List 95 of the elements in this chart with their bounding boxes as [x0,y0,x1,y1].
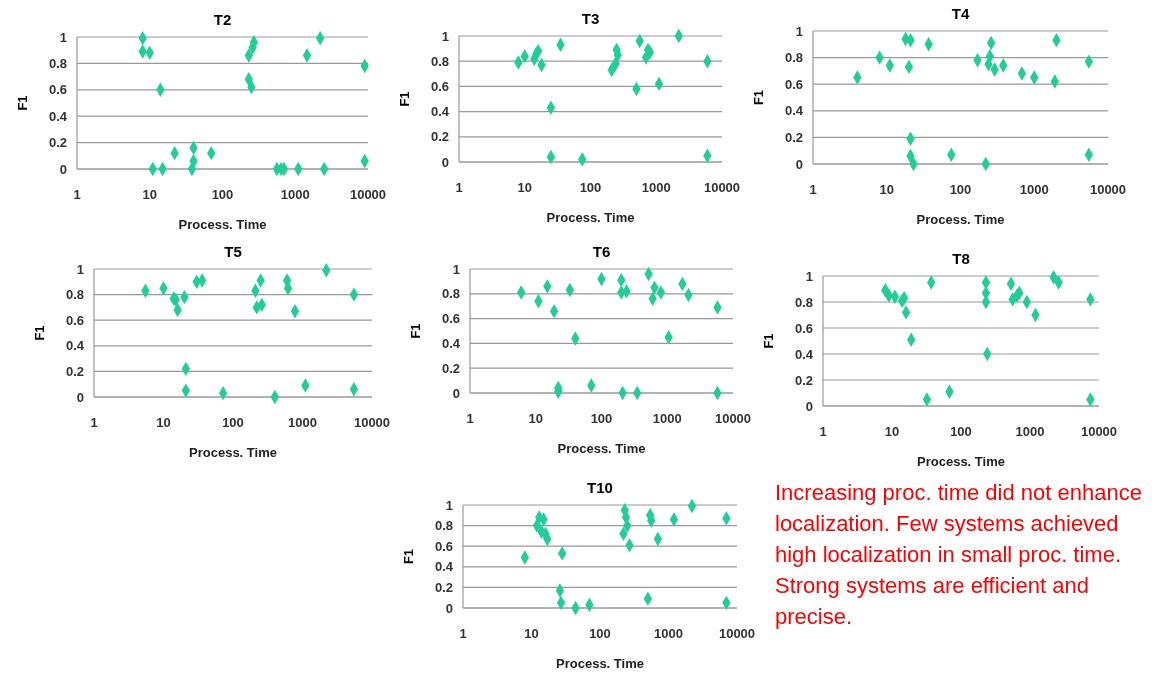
y-tick-label: 1 [795,23,803,39]
y-axis-title: F1 [401,548,416,565]
y-tick-label: 0.2 [48,135,67,151]
x-tick-label: 10000 [1080,424,1118,439]
y-tick-label: 0.6 [441,311,460,327]
y-tick-label: 1 [59,29,67,45]
y-tick-label: 0.4 [65,338,85,354]
y-axis-title: F1 [397,91,412,107]
chart-title: T4 [951,5,970,22]
chart-title: T6 [592,243,611,260]
x-tick-label: 100 [222,415,244,430]
y-tick-label: 1 [445,497,453,513]
y-tick-label: 0 [441,154,449,170]
y-tick-label: 0 [795,156,803,172]
x-tick-label: 10 [879,182,894,197]
x-tick-label: 1 [819,424,827,439]
x-tick-label: 10 [528,411,543,426]
y-tick-label: 0 [805,398,813,414]
x-axis-title: Process. Time [557,441,646,456]
x-tick-label: 10000 [703,180,741,195]
x-tick-label: 100 [950,424,972,439]
x-tick-label: 1000 [1019,182,1049,197]
y-tick-label: 0.2 [784,129,803,145]
x-axis-title: Process. Time [546,210,635,225]
y-tick-label: 0.8 [430,53,449,69]
x-tick-label: 1000 [652,411,682,426]
y-tick-label: 0.6 [48,82,67,98]
x-tick-label: 10 [884,424,900,439]
y-tick-label: 0.2 [441,360,460,376]
x-tick-label: 10 [524,626,539,641]
x-tick-label: 1 [466,411,474,426]
y-tick-label: 0.4 [784,103,804,119]
y-tick-label: 0.4 [441,335,461,351]
y-tick-label: 0.6 [794,320,813,336]
x-tick-label: 10000 [718,626,756,641]
x-tick-label: 100 [949,182,972,197]
y-tick-label: 0.8 [794,294,813,310]
x-axis-title: Process. Time [556,656,644,671]
y-tick-label: 1 [441,28,449,44]
y-tick-label: 0.6 [784,76,803,92]
y-tick-label: 0.4 [430,104,450,120]
y-tick-label: 0.2 [434,579,453,595]
chart-title: T10 [587,479,613,496]
x-axis-title: Process. Time [917,454,1005,469]
x-tick-label: 1 [90,415,98,430]
y-tick-label: 0.8 [434,518,453,534]
x-axis-title: Process. Time [178,217,267,232]
x-tick-label: 10 [517,180,532,195]
x-tick-label: 100 [590,411,613,426]
x-tick-label: 100 [589,626,611,641]
x-tick-label: 1000 [654,626,683,641]
chart-title: T2 [213,11,232,28]
x-tick-label: 10000 [714,411,752,426]
x-tick-label: 1000 [288,415,317,430]
y-tick-label: 0 [59,161,67,177]
y-tick-label: 0.4 [48,108,68,124]
x-tick-label: 100 [579,180,602,195]
y-tick-label: 0.8 [48,55,67,71]
y-tick-label: 1 [805,268,813,284]
x-axis-title: Process. Time [916,212,1005,227]
y-axis-title: F1 [761,333,776,349]
chart-title: T5 [224,243,242,260]
y-tick-label: 0 [452,385,460,401]
y-axis-title: F1 [751,89,766,106]
x-tick-label: 10000 [353,415,391,430]
x-tick-label: 10000 [1089,182,1127,197]
y-tick-label: 0.6 [434,538,453,554]
y-tick-label: 0.4 [794,346,814,362]
x-tick-label: 1000 [641,180,671,195]
y-axis-title: F1 [408,323,423,339]
y-tick-label: 0.6 [430,78,449,94]
y-tick-label: 0.4 [434,559,454,575]
x-tick-label: 1000 [1015,424,1045,439]
text: Increasing proc. time did not enhance localization. Few systems achieved high localization in small proc. time. Strong systems are efficient and precise. [775,480,1142,629]
y-axis-title: F1 [15,95,30,111]
x-tick-label: 100 [211,187,234,202]
y-tick-label: 1 [76,261,84,277]
x-tick-label: 10000 [349,187,387,202]
y-tick-label: 0.2 [430,129,449,145]
x-axis-title: Process. Time [189,445,277,460]
x-tick-label: 10 [156,415,171,430]
y-tick-label: 0.8 [65,287,84,303]
y-tick-label: 0 [445,600,453,616]
y-axis-title: F1 [32,325,47,341]
y-tick-label: 1 [452,261,460,277]
chart-title: T8 [952,250,970,267]
x-tick-label: 10 [142,187,157,202]
y-tick-label: 0.2 [794,372,813,388]
y-tick-label: 0.8 [784,50,803,66]
chart-title: T3 [581,10,600,27]
y-tick-label: 0.6 [65,312,84,328]
y-tick-label: 0 [76,389,84,405]
x-tick-label: 1000 [280,187,310,202]
y-tick-label: 0.2 [65,363,84,379]
y-tick-label: 0.8 [441,286,460,302]
